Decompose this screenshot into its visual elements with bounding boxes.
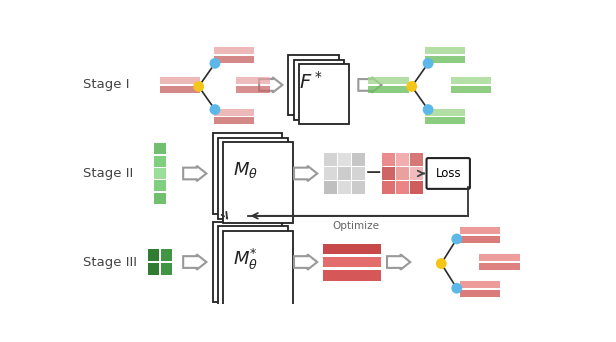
Bar	[323, 244, 381, 254]
Bar	[324, 167, 336, 180]
Bar	[425, 47, 465, 54]
Bar	[352, 181, 365, 194]
Text: Optimize: Optimize	[333, 221, 379, 231]
Text: $F^*$: $F^*$	[299, 71, 323, 93]
Bar	[154, 143, 166, 154]
Circle shape	[209, 58, 221, 69]
Bar	[425, 56, 465, 63]
Bar	[479, 254, 519, 261]
FancyBboxPatch shape	[288, 55, 339, 115]
Polygon shape	[387, 254, 410, 270]
FancyBboxPatch shape	[426, 158, 470, 189]
Bar	[460, 281, 500, 288]
Bar	[324, 181, 336, 194]
Circle shape	[452, 234, 462, 244]
Circle shape	[423, 58, 434, 69]
Bar	[161, 263, 171, 275]
Bar	[214, 47, 254, 54]
Bar	[323, 256, 381, 267]
Bar	[214, 117, 254, 124]
Text: Stage III: Stage III	[83, 255, 137, 268]
Bar	[352, 167, 365, 180]
Bar	[396, 167, 408, 180]
Bar	[148, 249, 159, 261]
Circle shape	[193, 81, 204, 92]
Circle shape	[452, 283, 462, 293]
Polygon shape	[183, 254, 206, 270]
Bar	[450, 77, 491, 84]
Bar	[410, 154, 423, 166]
Polygon shape	[359, 77, 381, 93]
FancyBboxPatch shape	[294, 60, 344, 120]
Bar	[352, 154, 365, 166]
FancyBboxPatch shape	[218, 138, 288, 219]
Bar	[460, 227, 500, 234]
Circle shape	[209, 104, 221, 115]
Bar	[368, 86, 408, 93]
Bar	[154, 193, 166, 203]
Bar	[154, 168, 166, 179]
FancyBboxPatch shape	[224, 231, 293, 312]
Circle shape	[436, 258, 447, 269]
Text: Stage II: Stage II	[83, 167, 134, 180]
Bar	[410, 167, 423, 180]
Bar	[383, 154, 395, 166]
FancyBboxPatch shape	[213, 222, 282, 302]
Bar	[148, 263, 159, 275]
Bar	[410, 181, 423, 194]
Text: Loss: Loss	[436, 167, 461, 180]
Bar	[396, 154, 408, 166]
Circle shape	[423, 104, 434, 115]
Bar	[383, 181, 395, 194]
Bar	[214, 56, 254, 63]
Polygon shape	[259, 77, 282, 93]
Polygon shape	[183, 166, 206, 181]
FancyBboxPatch shape	[218, 226, 288, 307]
Bar	[450, 86, 491, 93]
Bar	[425, 117, 465, 124]
Bar	[479, 263, 519, 270]
Text: Stage I: Stage I	[83, 78, 130, 91]
Bar	[160, 77, 200, 84]
Bar	[236, 77, 270, 84]
Bar	[160, 86, 200, 93]
Bar	[154, 181, 166, 191]
Bar	[323, 270, 381, 280]
Bar	[460, 236, 500, 243]
FancyBboxPatch shape	[224, 142, 293, 223]
Bar	[368, 77, 408, 84]
Bar	[324, 154, 336, 166]
Circle shape	[407, 81, 417, 92]
Bar	[338, 181, 351, 194]
Polygon shape	[294, 254, 317, 270]
Text: $M_{\theta}^{*}$: $M_{\theta}^{*}$	[233, 246, 257, 272]
FancyBboxPatch shape	[213, 133, 282, 214]
Bar	[214, 109, 254, 116]
Bar	[161, 249, 171, 261]
Bar	[396, 181, 408, 194]
FancyBboxPatch shape	[299, 64, 349, 124]
Bar	[154, 156, 166, 167]
Bar	[383, 167, 395, 180]
Text: $M_{\theta}$: $M_{\theta}$	[233, 160, 257, 180]
Bar	[338, 167, 351, 180]
Bar	[460, 290, 500, 297]
Bar	[425, 109, 465, 116]
Polygon shape	[294, 166, 317, 181]
Text: −: −	[365, 163, 383, 183]
Bar	[338, 154, 351, 166]
Bar	[236, 86, 270, 93]
